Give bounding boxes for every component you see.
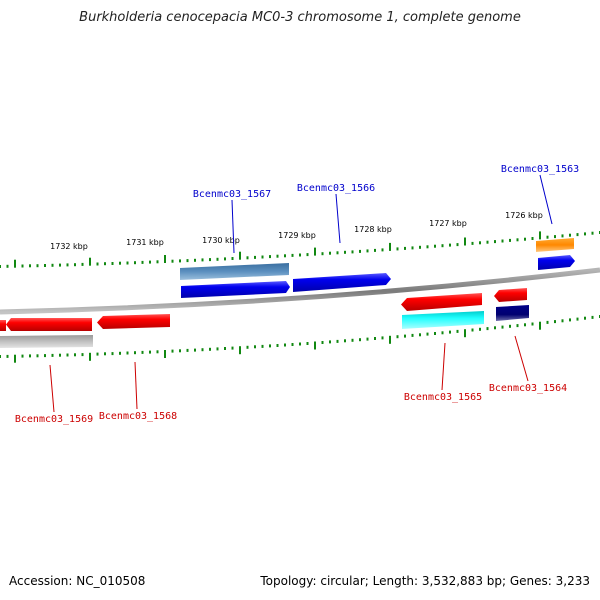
label-leader-line (134, 361, 138, 410)
gene-arrow[interactable] (293, 273, 391, 292)
scale-label: 1730 kbp (202, 236, 240, 245)
gene-label[interactable]: Bcenmc03_1566 (297, 183, 375, 194)
gene-arrow[interactable] (6, 318, 92, 331)
label-leader-line (539, 174, 553, 225)
scale-label: 1727 kbp (429, 219, 467, 228)
gene-label[interactable]: Bcenmc03_1569 (15, 414, 93, 425)
label-leader-line (231, 199, 235, 254)
gene-arrow[interactable] (97, 314, 170, 329)
scale-label: 1732 kbp (50, 242, 88, 251)
gene-arrow[interactable] (402, 311, 484, 329)
genome-summary-text: Topology: circular; Length: 3,532,883 bp… (260, 574, 590, 588)
scale-ticks-outer (0, 231, 600, 268)
gene-arrow[interactable] (181, 281, 290, 298)
gene-arrow[interactable] (180, 263, 289, 280)
gene-arrow[interactable] (536, 238, 574, 252)
label-leader-line (441, 342, 446, 391)
reverse-strand-genes (0, 288, 529, 348)
gene-arrow[interactable] (538, 255, 575, 270)
scale-label: 1726 kbp (505, 211, 543, 220)
scale-label: 1731 kbp (126, 238, 164, 247)
forward-gene-labels: Bcenmc03_1567 Bcenmc03_1566 Bcenmc03_156… (193, 164, 579, 254)
scale-labels: 1732 kbp 1731 kbp 1730 kbp 1729 kbp 1728… (50, 211, 543, 251)
gene-arrow[interactable] (0, 335, 93, 348)
map-title: Burkholderia cenocepacia MC0-3 chromosom… (79, 10, 521, 25)
gene-label[interactable]: Bcenmc03_1564 (489, 383, 567, 394)
accession-text: Accession: NC_010508 (9, 574, 146, 588)
chromosome-backbone (0, 267, 600, 315)
scale-ticks-inner (0, 315, 600, 363)
label-leader-line (335, 193, 341, 244)
forward-strand-genes (180, 238, 575, 298)
gene-label[interactable]: Bcenmc03_1565 (404, 392, 482, 403)
gene-label[interactable]: Bcenmc03_1567 (193, 189, 271, 200)
gene-arrow[interactable] (401, 293, 482, 311)
label-leader-line (49, 364, 55, 413)
gene-label[interactable]: Bcenmc03_1563 (501, 164, 579, 175)
gene-arrow[interactable] (496, 305, 529, 321)
gene-arrow[interactable] (0, 320, 6, 331)
gene-label[interactable]: Bcenmc03_1568 (99, 411, 177, 422)
gene-arrow[interactable] (494, 288, 527, 302)
reverse-gene-labels: Bcenmc03_1569 Bcenmc03_1568 Bcenmc03_156… (15, 335, 567, 425)
label-leader-line (514, 335, 529, 382)
scale-label: 1729 kbp (278, 231, 316, 240)
scale-label: 1728 kbp (354, 225, 392, 234)
